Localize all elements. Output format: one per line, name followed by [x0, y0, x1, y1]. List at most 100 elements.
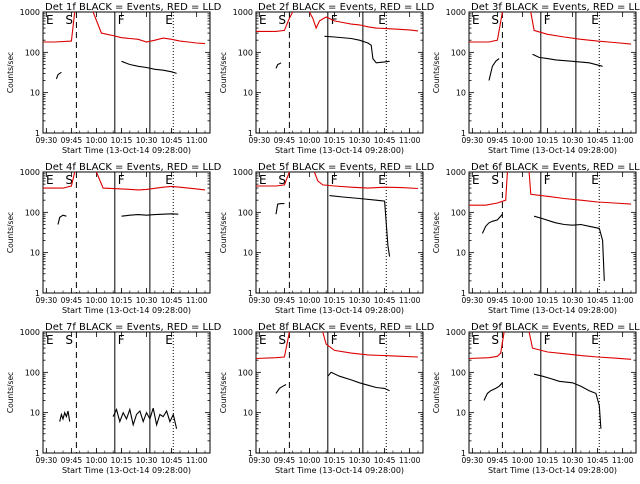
- marker-letter: E: [378, 13, 386, 27]
- y-tick-label: 10: [456, 249, 466, 258]
- x-tick-label: 09:30: [462, 136, 484, 145]
- y-tick-label: 100: [25, 48, 40, 57]
- events-series-line: [481, 213, 503, 234]
- chart-panel-8: Det 8f BLACK = Events, RED = LLD 1 10 100 10…: [219, 322, 435, 475]
- x-tick-label: 10:00: [512, 296, 534, 305]
- y-tick-label: 1: [35, 129, 40, 138]
- x-tick-label: 10:30: [349, 136, 371, 145]
- events-series-line: [121, 213, 179, 217]
- chart-title: Det 5f BLACK = Events, RED = LLD: [258, 162, 435, 173]
- marker-letter: E: [591, 13, 599, 27]
- events-series-line: [112, 407, 178, 429]
- y-tick-label: 1: [35, 449, 40, 458]
- plot-frame: [468, 331, 637, 454]
- y-axis-label: Counts/sec: [219, 372, 228, 413]
- x-tick-label: 10:45: [587, 136, 609, 145]
- plot-frame: [42, 171, 211, 294]
- x-tick-label: 10:15: [537, 456, 559, 465]
- events-series-line: [55, 71, 62, 80]
- chart-title: Det 3f BLACK = Events, RED = LLD: [471, 2, 640, 13]
- events-series-line: [275, 203, 285, 215]
- events-series-line: [329, 195, 391, 257]
- x-tick-label: 10:30: [136, 296, 158, 305]
- chart-panel-5: Det 5f BLACK = Events, RED = LLD 1 10 100 10…: [219, 162, 435, 315]
- chart-panel-2: Det 2f BLACK = Events, RED = LLD 1 10 100 10…: [219, 2, 435, 155]
- y-tick-label: 10: [30, 249, 40, 258]
- y-tick-label: 1: [461, 449, 466, 458]
- plot-frame: [42, 11, 211, 134]
- x-tick-label: 10:15: [324, 456, 346, 465]
- marker-letter: E: [259, 13, 267, 27]
- chart-title: Det 4f BLACK = Events, RED = LLD: [45, 162, 222, 173]
- x-tick-label: 10:00: [512, 456, 534, 465]
- x-tick-label: 09:45: [274, 456, 296, 465]
- x-axis-label: Start Time (13-Oct-14 09:28:00): [62, 306, 191, 315]
- marker-letter: S: [491, 173, 499, 187]
- lld-series-line: [255, 331, 290, 360]
- y-tick-label: 1: [248, 449, 253, 458]
- x-axis-label: Start Time (13-Oct-14 09:28:00): [62, 466, 191, 475]
- x-axis-label: Start Time (13-Oct-14 09:28:00): [275, 466, 404, 475]
- events-series-line: [59, 410, 71, 422]
- lld-series-line: [313, 171, 419, 190]
- x-tick-label: 10:30: [562, 456, 584, 465]
- chart-panel-7: Det 7f BLACK = Events, RED = LLD 1 10 100 10…: [6, 322, 222, 475]
- x-tick-label: 10:30: [349, 456, 371, 465]
- x-tick-label: 09:30: [462, 456, 484, 465]
- y-tick-label: 1000: [20, 328, 40, 337]
- marker-letter: F: [118, 13, 125, 27]
- x-tick-label: 10:00: [86, 456, 108, 465]
- marker-letter: E: [472, 173, 480, 187]
- x-tick-label: 11:00: [186, 136, 208, 145]
- x-tick-label: 10:45: [587, 296, 609, 305]
- y-tick-label: 1000: [20, 168, 40, 177]
- chart-title: Det 7f BLACK = Events, RED = LLD: [45, 322, 222, 333]
- lld-series-line: [95, 171, 206, 191]
- chart-panel-9: Det 9f BLACK = Events, RED = LLD 1 10 100 10…: [432, 322, 640, 475]
- y-tick-label: 100: [238, 48, 253, 57]
- y-tick-label: 100: [451, 208, 466, 217]
- marker-letter: F: [331, 173, 338, 187]
- y-tick-label: 10: [30, 89, 40, 98]
- x-tick-label: 10:15: [111, 456, 133, 465]
- x-axis-label: Start Time (13-Oct-14 09:28:00): [488, 146, 617, 155]
- x-tick-label: 10:00: [299, 296, 321, 305]
- x-tick-label: 09:45: [61, 136, 83, 145]
- marker-letter: S: [491, 13, 499, 27]
- lld-series-line: [530, 11, 632, 45]
- marker-letter: S: [491, 333, 499, 347]
- events-series-line: [483, 382, 503, 401]
- x-tick-label: 10:00: [299, 136, 321, 145]
- x-tick-label: 11:00: [186, 456, 208, 465]
- y-axis-label: Counts/sec: [6, 52, 15, 93]
- x-tick-label: 10:00: [299, 456, 321, 465]
- x-tick-label: 10:30: [136, 456, 158, 465]
- y-tick-label: 100: [451, 48, 466, 57]
- marker-letter: F: [118, 173, 125, 187]
- x-tick-label: 10:15: [324, 136, 346, 145]
- y-axis-label: Counts/sec: [219, 52, 228, 93]
- marker-letter: E: [259, 173, 267, 187]
- x-axis-label: Start Time (13-Oct-14 09:28:00): [488, 466, 617, 475]
- y-tick-label: 1: [248, 129, 253, 138]
- x-tick-label: 09:45: [274, 296, 296, 305]
- x-tick-label: 09:30: [249, 456, 271, 465]
- marker-letter: F: [544, 333, 551, 347]
- events-series-line: [327, 371, 390, 392]
- x-tick-label: 10:45: [374, 136, 396, 145]
- x-tick-label: 09:45: [61, 456, 83, 465]
- x-tick-label: 10:30: [136, 136, 158, 145]
- chart-title: Det 2f BLACK = Events, RED = LLD: [258, 2, 435, 13]
- x-tick-label: 09:30: [249, 296, 271, 305]
- x-tick-label: 11:00: [399, 136, 421, 145]
- lld-series-line: [322, 331, 419, 358]
- y-tick-label: 10: [243, 409, 253, 418]
- marker-letter: F: [331, 333, 338, 347]
- lld-series-line: [468, 331, 505, 360]
- x-tick-label: 11:00: [612, 456, 634, 465]
- marker-letter: S: [65, 173, 73, 187]
- x-tick-label: 09:45: [487, 456, 509, 465]
- plot-frame: [255, 331, 424, 454]
